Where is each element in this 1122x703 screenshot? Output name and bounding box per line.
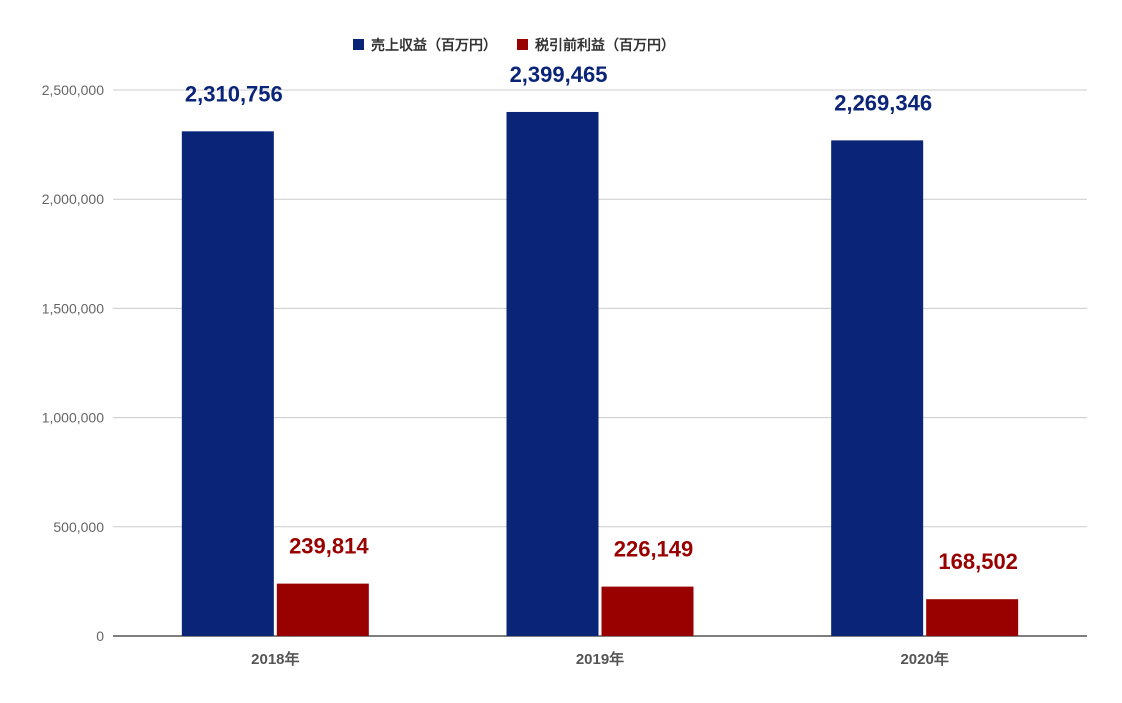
y-tick-label: 0 — [96, 628, 104, 644]
data-label: 226,149 — [614, 537, 694, 562]
legend-label: 税引前利益（百万円） — [535, 37, 675, 54]
data-label: 2,399,465 — [510, 62, 608, 87]
y-tick-label: 2,500,000 — [42, 82, 104, 98]
x-tick-label: 2019年 — [576, 650, 624, 668]
legend-swatch — [517, 39, 528, 50]
bar-revenue — [831, 140, 924, 637]
bar-pretax-profit — [926, 599, 1019, 636]
data-label: 239,814 — [289, 534, 369, 559]
data-label: 168,502 — [938, 549, 1018, 574]
bar-pretax-profit — [601, 586, 694, 636]
y-tick-label: 1,500,000 — [42, 300, 104, 316]
data-label: 2,310,756 — [185, 81, 283, 106]
y-tick-label: 1,000,000 — [42, 410, 104, 426]
legend-label: 売上収益（百万円） — [371, 37, 497, 54]
bar-revenue — [181, 131, 274, 637]
legend-swatch — [353, 39, 364, 50]
y-tick-label: 500,000 — [53, 519, 104, 535]
data-label: 2,269,346 — [834, 90, 932, 115]
x-tick-label: 2018年 — [251, 650, 299, 668]
bar-pretax-profit — [276, 583, 369, 636]
bar-revenue — [506, 111, 599, 636]
y-tick-label: 2,000,000 — [42, 191, 104, 207]
x-tick-label: 2020年 — [900, 650, 948, 668]
